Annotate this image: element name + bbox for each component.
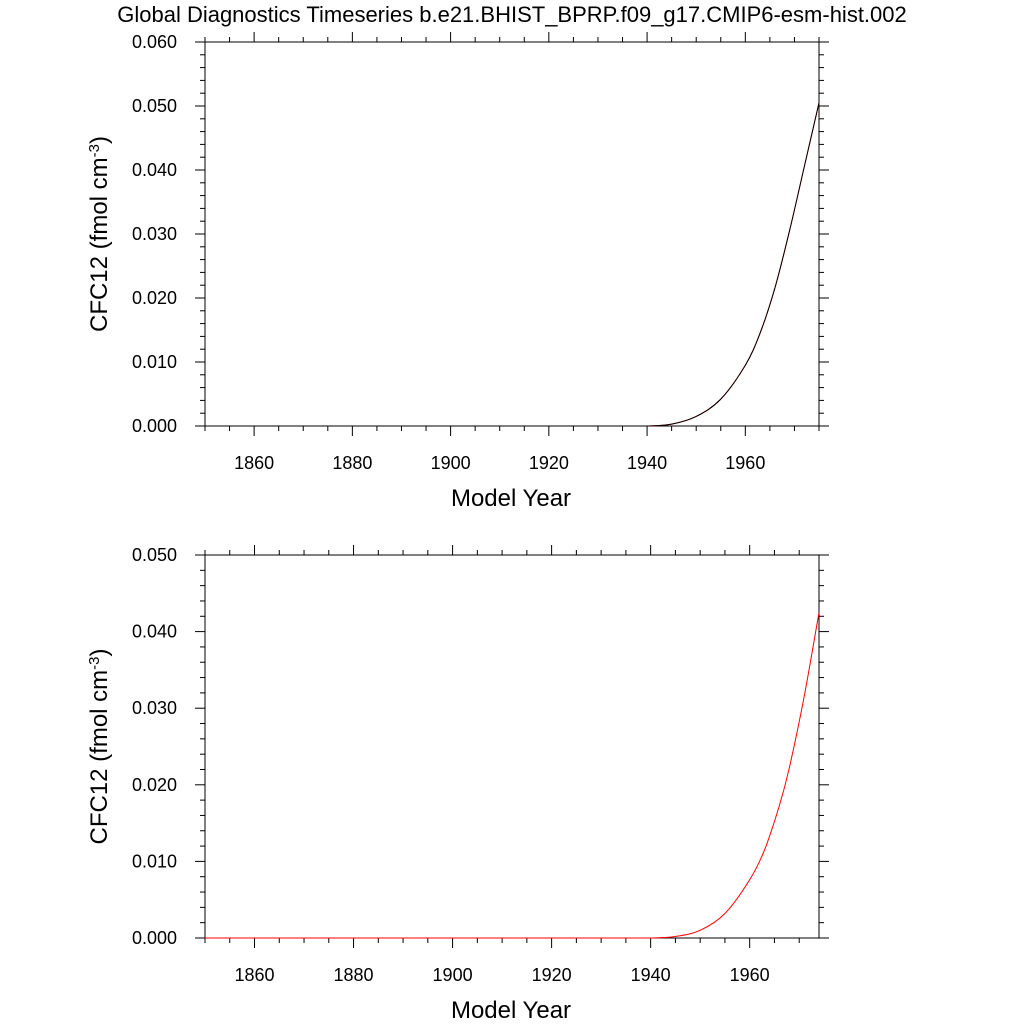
plot-frame (204, 41, 820, 427)
y-tick-label: 0.010 (132, 851, 177, 871)
x-tick-label: 1940 (627, 453, 667, 473)
x-tick-label: 1900 (433, 965, 473, 985)
x-axis-label: Model Year (451, 485, 571, 512)
x-tick-label: 1880 (334, 965, 374, 985)
y-tick-label: 0.030 (132, 698, 177, 718)
y-tick-label: 0.050 (132, 545, 177, 565)
y-axis-label: CFC12 (fmol cm-3) (86, 136, 114, 332)
y-tick-label: 0.010 (132, 352, 177, 372)
y-axis-label-main: CFC12 (fmol cm (86, 157, 113, 332)
y-tick-label: 0.040 (132, 622, 177, 642)
y-tick-label: 0.020 (132, 288, 177, 308)
series-line-black (205, 102, 820, 427)
y-axis-label-superscript: -3 (86, 656, 103, 669)
x-tick-label: 1960 (730, 965, 770, 985)
y-axis-label-main: CFC12 (fmol cm (86, 670, 113, 845)
y-axis-label-superscript: -3 (86, 144, 103, 157)
y-tick-label: 0.000 (132, 416, 177, 436)
plot-frame (204, 554, 820, 939)
x-tick-label: 1920 (532, 965, 572, 985)
y-axis-label: CFC12 (fmol cm-3) (86, 648, 114, 844)
x-tick-label: 1900 (431, 453, 471, 473)
y-tick-label: 0.030 (132, 224, 177, 244)
series-line-red (205, 612, 820, 939)
y-tick-label: 0.040 (132, 160, 177, 180)
x-tick-label: 1860 (234, 453, 274, 473)
page-title: Global Diagnostics Timeseries b.e21.BHIS… (117, 2, 907, 27)
x-tick-label: 1940 (631, 965, 671, 985)
y-axis-label-close: ) (86, 648, 113, 656)
x-tick-label: 1960 (725, 453, 765, 473)
y-tick-label: 0.020 (132, 775, 177, 795)
series-line-red (205, 102, 820, 427)
plot-top: 1860 1880 1900 1920 1940 1960 0.000 0.010 0.020 0… (86, 32, 829, 512)
y-axis-label-close: ) (86, 136, 113, 144)
y-tick-label: 0.000 (132, 928, 177, 948)
x-tick-label: 1880 (332, 453, 372, 473)
x-axis-label: Model Year (451, 997, 571, 1024)
plot-bottom: 1860 1880 1900 1920 1940 1960 0.000 0.010 0.020 0… (86, 545, 829, 1024)
x-tick-label: 1860 (234, 965, 274, 985)
y-tick-label: 0.050 (132, 96, 177, 116)
x-tick-label: 1920 (529, 453, 569, 473)
y-tick-label: 0.060 (132, 32, 177, 52)
